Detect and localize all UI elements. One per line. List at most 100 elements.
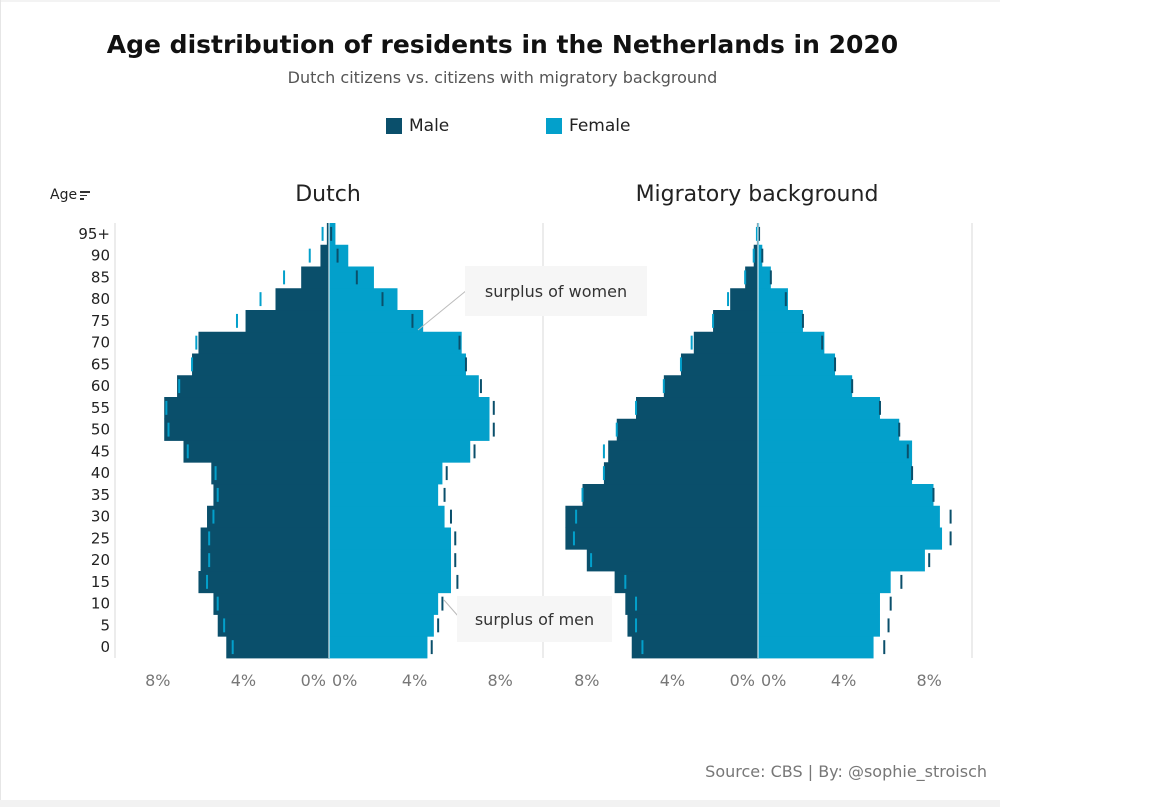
bar-migratory-female [758, 353, 836, 376]
bar-migratory-female [758, 549, 925, 572]
bar-migratory-male [603, 462, 758, 485]
x-tick-label: 0% [730, 671, 755, 690]
bar-dutch-male [213, 592, 329, 615]
bar-migratory-male [625, 592, 758, 615]
age-tick-label: 35 [91, 486, 110, 504]
bar-migratory-male [745, 266, 758, 289]
x-tick-label: 8% [917, 671, 942, 690]
bar-dutch-female [329, 397, 490, 420]
bar-migratory-female [758, 418, 900, 441]
sort-icon[interactable] [80, 190, 91, 200]
x-tick-label: 4% [402, 671, 427, 690]
chart-subtitle: Dutch citizens vs. citizens with migrato… [287, 68, 718, 87]
bar-migratory-female [758, 505, 940, 528]
age-tick-label: 40 [91, 464, 110, 482]
bar-dutch-male [320, 244, 329, 267]
legend-item-male[interactable]: Male [386, 116, 449, 136]
bar-dutch-female [329, 375, 479, 398]
legend-label-male: Male [409, 116, 450, 136]
bar-dutch-female [329, 484, 439, 507]
legend-swatch-male [386, 118, 402, 134]
legend-swatch-female [546, 118, 562, 134]
population-pyramid-chart: 0 5 10 15 20 25 30 35 40 45 50 55 60 65 70 75 80 85 90 95+ 8… [78, 223, 973, 690]
x-tick-label: 4% [831, 671, 856, 690]
bar-migratory-male [663, 375, 758, 398]
bar-dutch-male [192, 353, 329, 376]
bar-dutch-male [177, 375, 329, 398]
bar-dutch-male [226, 636, 329, 659]
bar-migratory-male [631, 636, 758, 659]
bar-dutch-male [211, 462, 329, 485]
bar-dutch-male [207, 505, 329, 528]
frame-bottom-border [0, 800, 1000, 807]
age-tick-label: 80 [91, 290, 110, 308]
bar-dutch-male [326, 223, 329, 246]
age-tick-label: 90 [91, 247, 110, 265]
legend-item-female[interactable]: Female [546, 116, 630, 136]
annotation-leader-men [443, 599, 459, 617]
chart-title: Age distribution of residents in the Net… [106, 30, 899, 59]
bar-migratory-female [758, 484, 934, 507]
bar-migratory-male [565, 505, 758, 528]
age-tick-label: 55 [91, 399, 110, 417]
x-tick-label: 4% [660, 671, 685, 690]
bar-migratory-female [758, 288, 788, 311]
bar-migratory-male [627, 614, 758, 637]
bar-migratory-female [758, 310, 803, 333]
bar-dutch-female [329, 636, 428, 659]
bar-migratory-female [758, 636, 874, 659]
age-tick-label: 85 [91, 268, 110, 286]
bar-dutch-female [329, 288, 398, 311]
age-axis-header[interactable]: Age [50, 187, 91, 203]
bar-dutch-male [275, 288, 329, 311]
bar-migratory-male [586, 549, 758, 572]
bar-migratory-male [614, 571, 758, 594]
bar-migratory-male [693, 331, 758, 354]
bar-migratory-female [758, 592, 880, 615]
age-tick-label: 70 [91, 334, 110, 352]
age-tick-label: 95+ [78, 225, 110, 243]
bar-migratory-female [758, 571, 891, 594]
bar-migratory-female [758, 462, 913, 485]
frame-top-border [0, 0, 1000, 2]
age-tick-label: 65 [91, 355, 110, 373]
x-tick-label: 0% [761, 671, 786, 690]
annotation-surplus-of-men: surplus of men [457, 596, 612, 642]
annotation-surplus-of-women: surplus of women [465, 266, 647, 316]
bar-migratory-male [565, 527, 758, 550]
bar-dutch-female [329, 353, 466, 376]
legend-label-female: Female [569, 116, 631, 136]
age-tick-label: 50 [91, 421, 110, 439]
bar-migratory-male [680, 353, 758, 376]
bar-migratory-female [758, 527, 943, 550]
bar-migratory-female [758, 397, 880, 420]
bar-migratory-male [730, 288, 758, 311]
bar-dutch-male [183, 440, 329, 463]
bar-dutch-male [301, 266, 329, 289]
bar-migratory-male [636, 397, 758, 420]
age-tick-label: 25 [91, 529, 110, 547]
bar-dutch-male [164, 418, 329, 441]
panel-title-dutch: Dutch [295, 182, 361, 207]
x-tick-label: 0% [301, 671, 326, 690]
age-tick-label: 60 [91, 377, 110, 395]
bar-dutch-male [200, 527, 329, 550]
bar-migratory-female [758, 375, 853, 398]
x-tick-label: 8% [145, 671, 170, 690]
panel-title-migratory: Migratory background [635, 182, 879, 207]
x-tick-label: 8% [574, 671, 599, 690]
bar-dutch-female [329, 462, 443, 485]
x-tick-label: 4% [231, 671, 256, 690]
age-tick-label: 20 [91, 551, 110, 569]
bar-dutch-female [329, 505, 445, 528]
bar-dutch-female [329, 310, 424, 333]
bar-dutch-male [245, 310, 329, 333]
age-tick-label: 0 [100, 638, 110, 656]
bar-dutch-male [198, 331, 329, 354]
bar-dutch-female [329, 266, 374, 289]
bar-migratory-female [758, 266, 771, 289]
bar-dutch-male [213, 484, 329, 507]
bar-dutch-female [329, 223, 336, 246]
age-axis-label: Age [50, 187, 78, 203]
age-tick-label: 15 [91, 573, 110, 591]
